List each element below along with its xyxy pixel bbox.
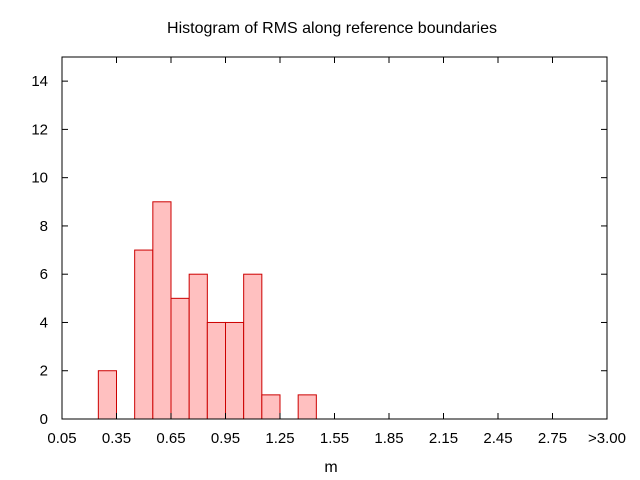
x-axis-label: m [324,459,337,476]
y-tick-labels: 0 2 4 6 8 10 12 14 [31,73,48,428]
histogram-bar-3 [170,297,190,420]
histogram-bar-2 [152,201,172,420]
x-tick-label-7: 2.15 [429,430,458,447]
y-tick-label-3: 6 [40,266,48,283]
y-tick-label-1: 2 [40,363,48,380]
histogram-bar-9 [297,394,317,420]
histogram-bar-7 [243,273,263,420]
chart-title: Histogram of RMS along reference boundar… [167,20,497,37]
histogram-bar-5 [206,321,226,420]
y-tick-label-6: 12 [31,121,48,138]
x-tick-labels: 0.05 0.35 0.65 0.95 1.25 1.55 1.85 2.15 2.45 2.75… [47,430,626,447]
x-tick-label-5: 1.55 [320,430,349,447]
ticks-layer [61,57,608,420]
x-tick-label-1: 0.35 [102,430,131,447]
x-tick-label-0: 0.05 [47,430,76,447]
x-tick-label-8: 2.45 [483,430,512,447]
x-tick-label-6: 1.85 [374,430,403,447]
x-tick-label-3: 0.95 [211,430,240,447]
x-tick-label-9: 2.75 [538,430,567,447]
y-tick-label-2: 4 [40,314,48,331]
histogram-bar-4 [188,273,208,420]
histogram-bar-8 [261,394,281,420]
x-tick-label-4: 1.25 [265,430,294,447]
histogram-bar-0 [97,370,118,420]
y-tick-label-5: 10 [31,170,48,187]
y-tick-label-4: 8 [40,218,48,235]
histogram-bar-1 [134,249,154,420]
histogram-bar-6 [225,321,245,420]
x-tick-label-2: 0.65 [156,430,185,447]
bars-layer [97,201,317,420]
y-tick-label-7: 14 [31,73,48,90]
x-tick-label-10: >3.00 [588,430,626,447]
y-tick-label-0: 0 [40,411,48,428]
